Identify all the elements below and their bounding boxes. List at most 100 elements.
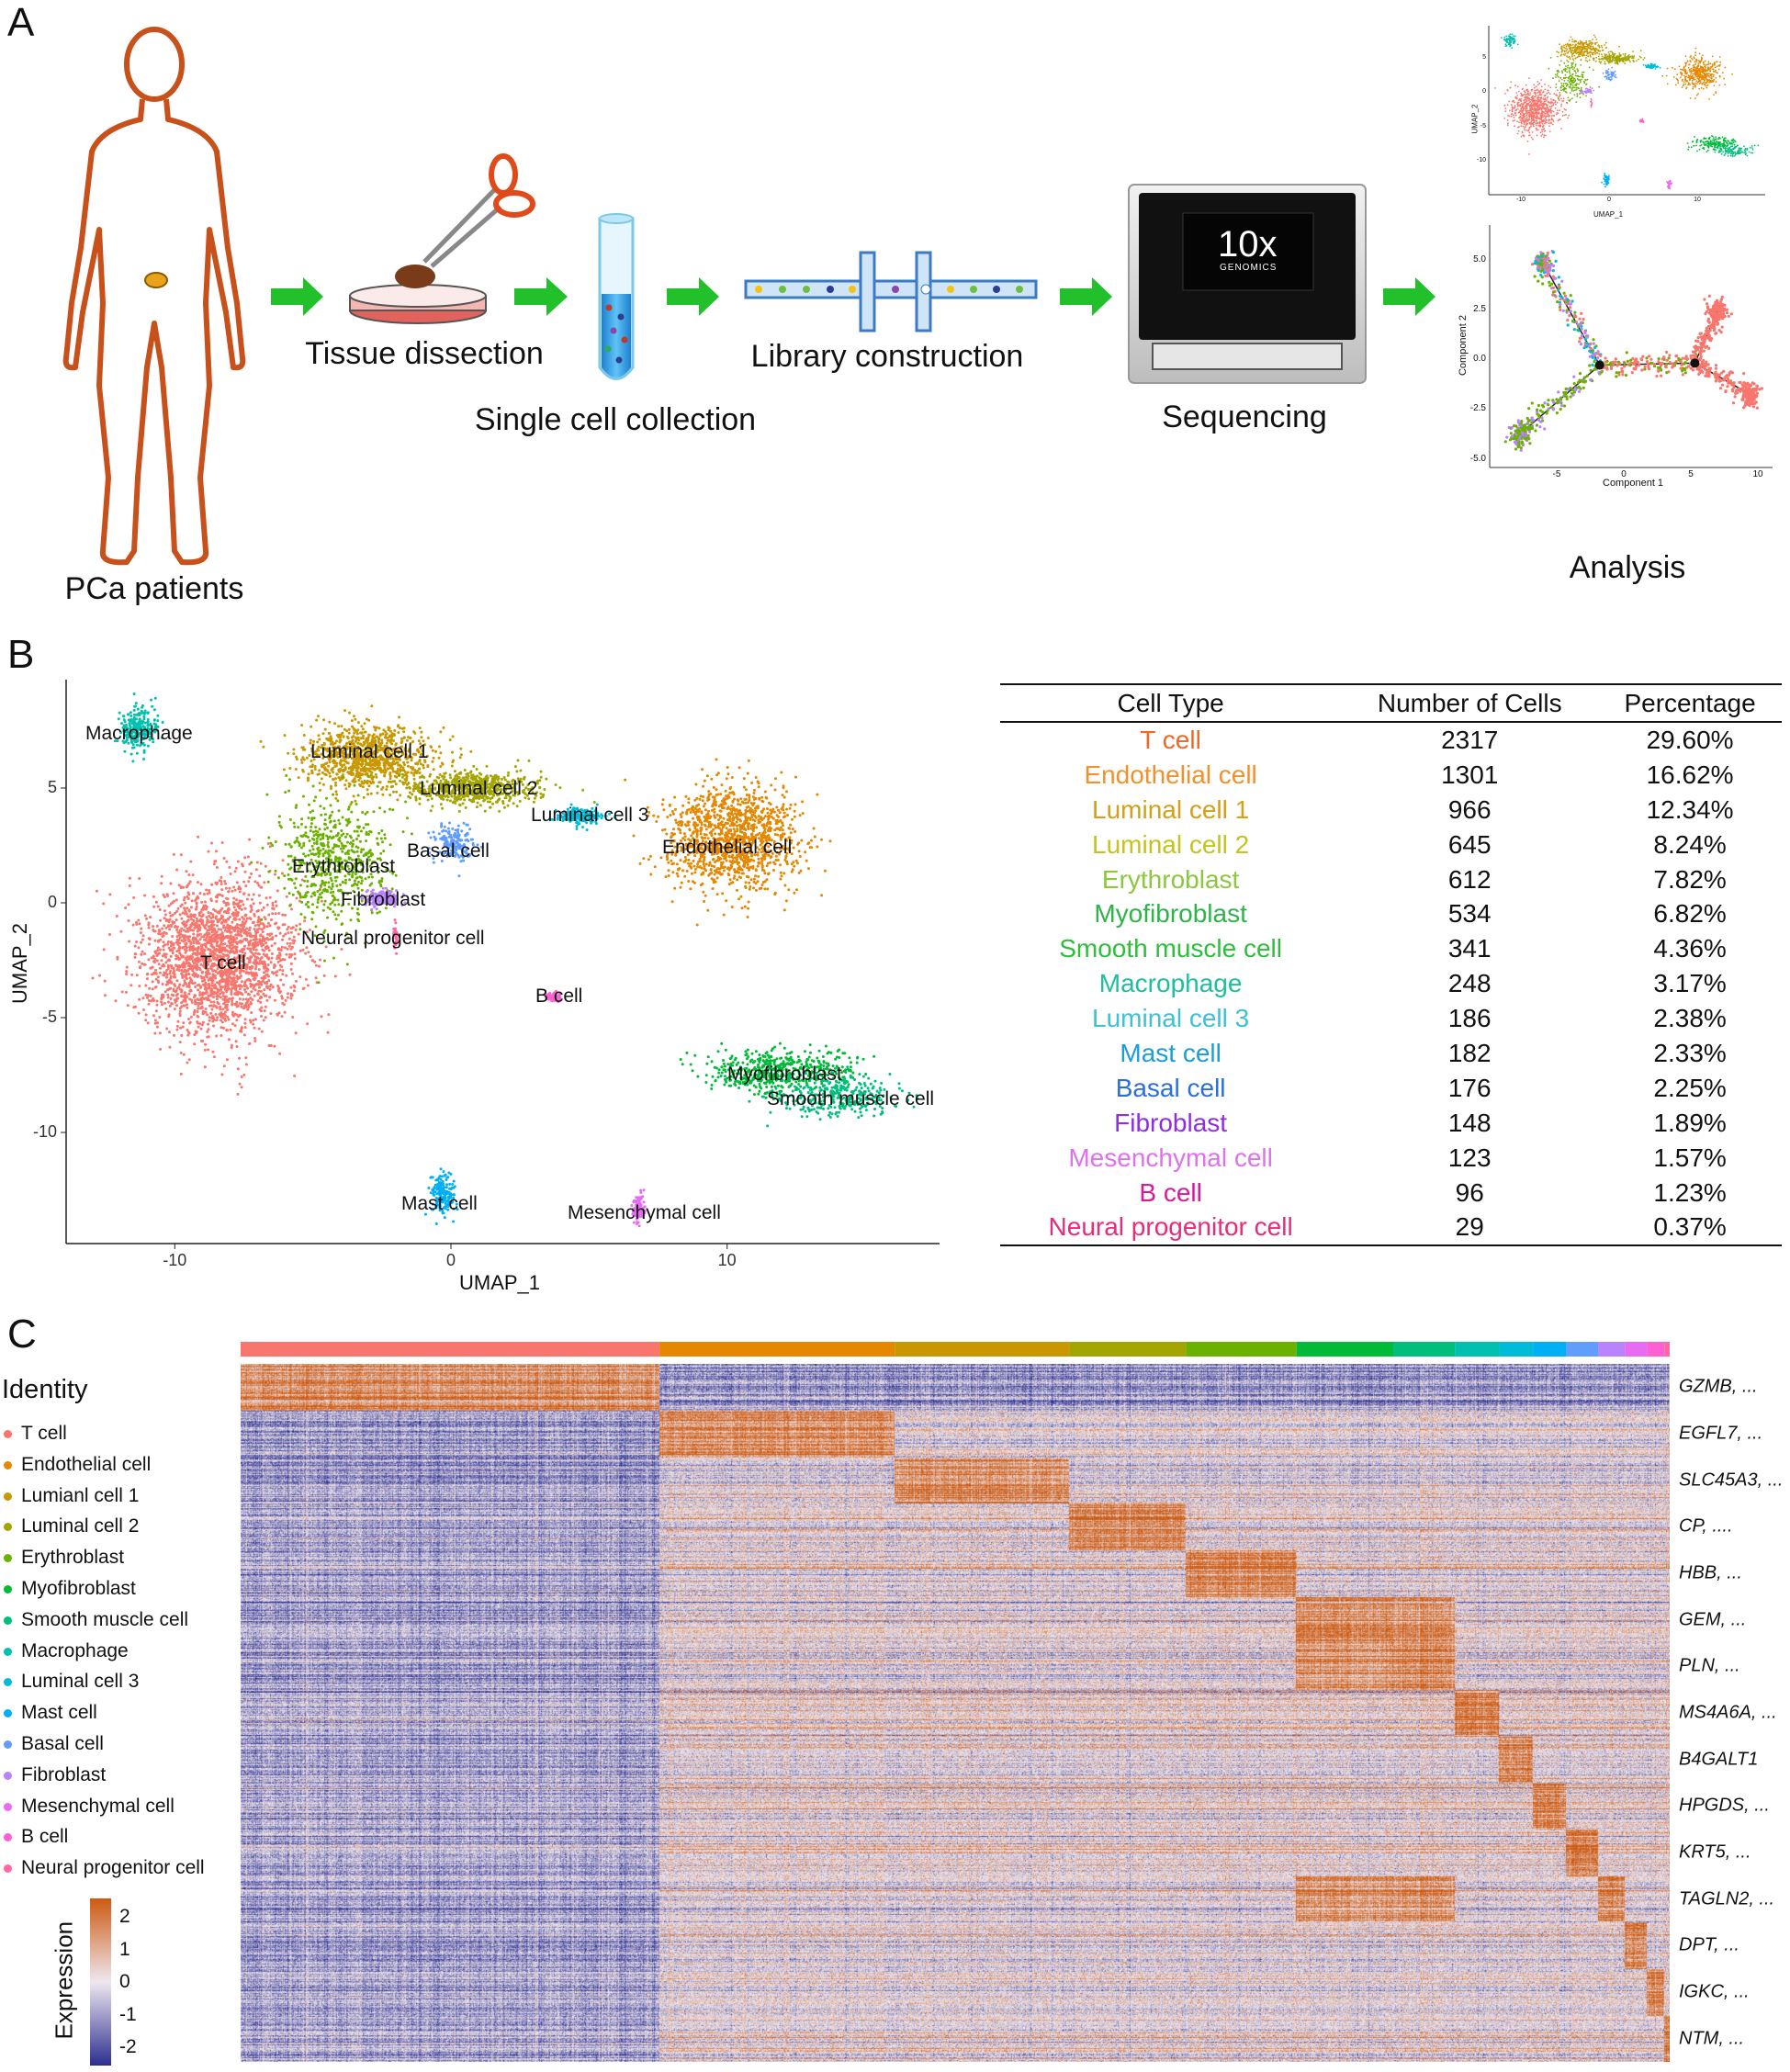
trajectory-x-tick: 5 — [1688, 469, 1694, 479]
cell-point — [1548, 125, 1550, 128]
cell-point — [1703, 61, 1705, 63]
cell-point — [1690, 76, 1693, 79]
cell-point — [1566, 101, 1568, 104]
cell-point — [1569, 86, 1571, 89]
cell-point — [208, 986, 211, 990]
cell-point — [1571, 49, 1574, 51]
cell-point — [1545, 118, 1548, 121]
cell-point — [1588, 349, 1592, 353]
cell-point — [1625, 351, 1628, 355]
cell-point — [1585, 57, 1587, 59]
cell-point — [1566, 323, 1570, 327]
cell-point — [1517, 441, 1521, 445]
cell-point — [1545, 134, 1547, 137]
cell-point — [159, 948, 162, 952]
cell-point — [1585, 87, 1588, 90]
cell-point — [301, 948, 305, 952]
cell-point — [1633, 55, 1636, 57]
cell-point — [1546, 273, 1549, 276]
cell-point — [1540, 120, 1543, 123]
cell-point — [1705, 143, 1707, 146]
cell-point — [1514, 432, 1517, 435]
cell-point — [1568, 39, 1570, 41]
cell-point — [1582, 48, 1583, 51]
cell-point — [1508, 109, 1511, 112]
cell-point — [1699, 67, 1702, 70]
cell-point — [1503, 36, 1506, 39]
cell-point — [1525, 119, 1527, 122]
cell-point — [1566, 60, 1569, 62]
cell-point — [1707, 61, 1710, 63]
cell-point — [1570, 81, 1573, 84]
cell-point — [1539, 131, 1542, 134]
cell-point — [213, 1055, 216, 1059]
cell-point — [1719, 313, 1723, 317]
cell-point — [1611, 72, 1614, 73]
cell-point — [1516, 43, 1519, 46]
cell-point — [1522, 423, 1526, 427]
cell-point — [1511, 33, 1514, 36]
cell-point — [1548, 284, 1552, 287]
cell-point — [1715, 81, 1717, 83]
cell-point — [1717, 329, 1721, 332]
cell-point — [231, 920, 234, 924]
cell-point — [1594, 47, 1597, 50]
cell-point — [146, 996, 149, 999]
cell-point — [1723, 77, 1726, 80]
cell-point — [1527, 115, 1530, 118]
cell-point — [271, 985, 275, 989]
cell-point — [1589, 54, 1592, 57]
cell-point — [250, 872, 253, 875]
cell-point — [1521, 428, 1525, 432]
cell-point — [1696, 139, 1699, 141]
cell-point — [229, 963, 232, 966]
cell-point — [1665, 358, 1669, 362]
cell-point — [1601, 46, 1604, 49]
cell-point — [1694, 67, 1697, 70]
cell-point — [1514, 442, 1518, 445]
cell-point — [1596, 41, 1598, 44]
cell-point — [1555, 94, 1557, 96]
cell-point — [248, 917, 252, 920]
cell-point — [1523, 90, 1525, 93]
sequencer-icon — [1128, 184, 1367, 384]
cell-point — [1538, 122, 1540, 124]
cell-point — [1615, 62, 1616, 64]
cell-point — [1588, 40, 1590, 42]
cell-point — [243, 870, 247, 873]
cell-point — [251, 897, 253, 901]
cell-point — [240, 1005, 243, 1008]
cell-point — [1683, 367, 1687, 372]
cell-point — [1615, 375, 1618, 378]
cell-point — [1595, 56, 1597, 59]
thumb-umap-xlabel: UMAP_1 — [1593, 210, 1624, 219]
cell-point — [1530, 106, 1533, 107]
cell-point — [1552, 110, 1555, 113]
cell-point — [1724, 147, 1727, 150]
cell-point — [1522, 113, 1525, 115]
cell-point — [1691, 82, 1694, 84]
cell-point — [293, 952, 297, 956]
cell-point — [1611, 61, 1613, 63]
cell-point — [1696, 345, 1700, 349]
cell-point — [1565, 50, 1568, 52]
cell-point — [1727, 155, 1729, 157]
cell-point — [1562, 83, 1565, 84]
cell-point — [1732, 151, 1734, 153]
thumb-cluster — [1638, 118, 1645, 124]
cell-point — [1720, 325, 1724, 329]
cell-point — [1738, 380, 1741, 385]
cell-point — [1705, 74, 1706, 76]
cell-point — [128, 876, 131, 880]
cell-point — [178, 1041, 182, 1044]
cell-point — [1539, 263, 1544, 266]
cell-point — [1509, 432, 1513, 435]
cell-point — [1512, 119, 1514, 122]
cell-point — [1545, 108, 1548, 111]
cell-point — [1659, 366, 1662, 369]
cell-point — [1528, 134, 1531, 137]
trajectory-y-tick: 5.0 — [1473, 253, 1486, 265]
cell-point — [1681, 356, 1684, 360]
cell-point — [1535, 95, 1537, 97]
cell-point — [189, 954, 193, 958]
